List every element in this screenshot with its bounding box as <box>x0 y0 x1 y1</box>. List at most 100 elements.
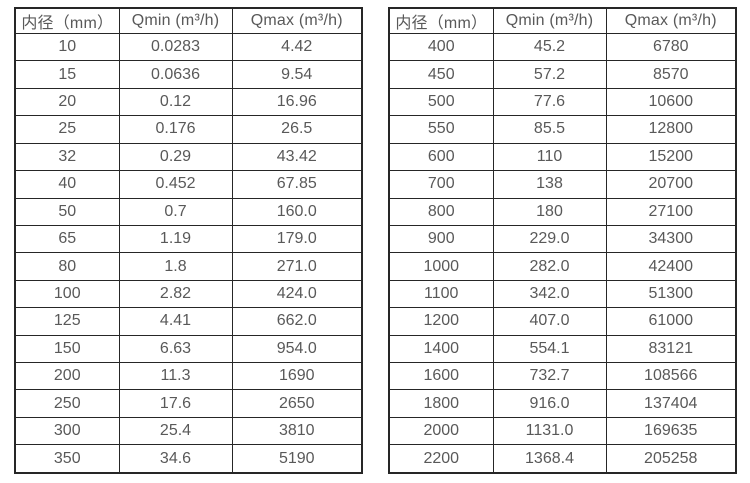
table-row: 500 77.6 10600 <box>388 87 737 117</box>
data-cell: 6780 <box>605 32 737 62</box>
data-cell: 15200 <box>605 142 737 172</box>
table-row: 80 1.8 271.0 <box>14 252 363 281</box>
data-cell: 1131.0 <box>492 416 607 446</box>
data-cell: 5190 <box>231 444 363 474</box>
column-header: 内径（mm） <box>388 7 494 34</box>
table-row: 100 2.82 424.0 <box>14 279 363 309</box>
data-cell: 20 <box>14 87 120 117</box>
data-cell: 150 <box>14 334 120 364</box>
column-header: Qmin (m³/h) <box>118 7 233 34</box>
data-cell: 282.0 <box>492 252 607 281</box>
data-cell: 600 <box>388 142 494 172</box>
data-cell: 45.2 <box>492 32 607 62</box>
table-row: 350 34.6 5190 <box>14 444 363 474</box>
data-cell: 51300 <box>605 279 737 309</box>
data-cell: 1600 <box>388 362 494 391</box>
data-cell: 16.96 <box>231 87 363 117</box>
data-cell: 954.0 <box>231 334 363 364</box>
data-cell: 27100 <box>605 197 737 226</box>
data-cell: 138 <box>492 170 607 199</box>
table-row: 1200 407.0 61000 <box>388 307 737 336</box>
data-cell: 662.0 <box>231 307 363 336</box>
data-cell: 0.7 <box>118 197 233 226</box>
data-cell: 554.1 <box>492 334 607 364</box>
data-cell: 137404 <box>605 389 737 418</box>
data-cell: 25 <box>14 115 120 144</box>
table-row: 1800 916.0 137404 <box>388 389 737 418</box>
data-cell: 10600 <box>605 87 737 117</box>
data-cell: 77.6 <box>492 87 607 117</box>
data-cell: 50 <box>14 197 120 226</box>
data-cell: 25.4 <box>118 416 233 446</box>
data-cell: 271.0 <box>231 252 363 281</box>
table-row: 1600 732.7 108566 <box>388 362 737 391</box>
table-row: 900 229.0 34300 <box>388 224 737 254</box>
table-row: 2200 1368.4 205258 <box>388 444 737 474</box>
data-cell: 34.6 <box>118 444 233 474</box>
table-row: 550 85.5 12800 <box>388 115 737 144</box>
data-cell: 20700 <box>605 170 737 199</box>
data-cell: 407.0 <box>492 307 607 336</box>
data-cell: 17.6 <box>118 389 233 418</box>
data-cell: 900 <box>388 224 494 254</box>
table-row: 125 4.41 662.0 <box>14 307 363 336</box>
data-cell: 229.0 <box>492 224 607 254</box>
table-row: 300 25.4 3810 <box>14 416 363 446</box>
data-cell: 42400 <box>605 252 737 281</box>
data-cell: 32 <box>14 142 120 172</box>
data-cell: 0.0636 <box>118 60 233 89</box>
data-cell: 85.5 <box>492 115 607 144</box>
data-cell: 205258 <box>605 444 737 474</box>
data-cell: 0.29 <box>118 142 233 172</box>
table-row: 200 11.3 1690 <box>14 362 363 391</box>
data-cell: 1368.4 <box>492 444 607 474</box>
data-cell: 110 <box>492 142 607 172</box>
data-cell: 1100 <box>388 279 494 309</box>
data-cell: 500 <box>388 87 494 117</box>
flow-table-small-diameters: 内径（mm） Qmin (m³/h) Qmax (m³/h) 10 0.0283 4.42… <box>14 7 363 474</box>
data-cell: 34300 <box>605 224 737 254</box>
column-header: Qmax (m³/h) <box>231 7 363 34</box>
table-row: 400 45.2 6780 <box>388 32 737 62</box>
data-cell: 424.0 <box>231 279 363 309</box>
data-cell: 65 <box>14 224 120 254</box>
data-cell: 80 <box>14 252 120 281</box>
data-cell: 100 <box>14 279 120 309</box>
data-cell: 10 <box>14 32 120 62</box>
data-cell: 200 <box>14 362 120 391</box>
data-cell: 8570 <box>605 60 737 89</box>
data-cell: 800 <box>388 197 494 226</box>
data-cell: 0.452 <box>118 170 233 199</box>
data-cell: 180 <box>492 197 607 226</box>
data-cell: 11.3 <box>118 362 233 391</box>
table-row: 1400 554.1 83121 <box>388 334 737 364</box>
data-cell: 125 <box>14 307 120 336</box>
data-cell: 250 <box>14 389 120 418</box>
data-cell: 2.82 <box>118 279 233 309</box>
table-row: 600 110 15200 <box>388 142 737 172</box>
data-cell: 15 <box>14 60 120 89</box>
table-row: 450 57.2 8570 <box>388 60 737 89</box>
data-cell: 4.42 <box>231 32 363 62</box>
data-cell: 916.0 <box>492 389 607 418</box>
table-row: 20 0.12 16.96 <box>14 87 363 117</box>
table-row: 10 0.0283 4.42 <box>14 32 363 62</box>
table-row: 50 0.7 160.0 <box>14 197 363 226</box>
data-cell: 400 <box>388 32 494 62</box>
data-cell: 4.41 <box>118 307 233 336</box>
data-cell: 108566 <box>605 362 737 391</box>
column-header: Qmax (m³/h) <box>605 7 737 34</box>
data-cell: 1.8 <box>118 252 233 281</box>
table-row: 800 180 27100 <box>388 197 737 226</box>
data-cell: 1400 <box>388 334 494 364</box>
data-cell: 57.2 <box>492 60 607 89</box>
data-cell: 450 <box>388 60 494 89</box>
data-cell: 6.63 <box>118 334 233 364</box>
column-header: 内径（mm） <box>14 7 120 34</box>
data-cell: 1200 <box>388 307 494 336</box>
table-row: 2000 1131.0 169635 <box>388 416 737 446</box>
data-cell: 43.42 <box>231 142 363 172</box>
table-row: 1100 342.0 51300 <box>388 279 737 309</box>
data-cell: 550 <box>388 115 494 144</box>
